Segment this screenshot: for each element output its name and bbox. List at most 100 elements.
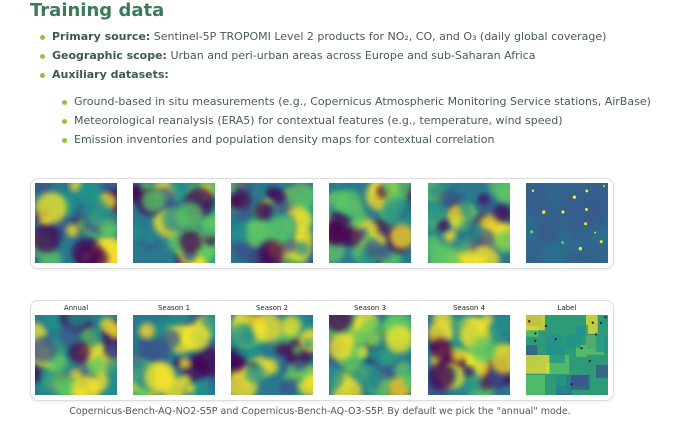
- blob: [179, 230, 203, 254]
- image: [329, 183, 411, 263]
- blob: [35, 336, 57, 364]
- blob: [556, 183, 585, 207]
- image: [231, 183, 313, 263]
- image: [526, 315, 608, 395]
- speck: [599, 321, 603, 325]
- blob: [270, 188, 286, 204]
- blob: [493, 203, 510, 223]
- blob: [428, 243, 451, 263]
- blob: [329, 224, 345, 244]
- blob: [199, 215, 215, 239]
- image: [35, 183, 117, 263]
- blob: [133, 224, 145, 240]
- blob: [564, 248, 581, 263]
- blob: [531, 193, 549, 211]
- blob: [239, 327, 258, 345]
- blob: [178, 374, 191, 387]
- patch: [546, 335, 562, 354]
- speck: [578, 246, 583, 251]
- bullet-dot: [40, 54, 45, 59]
- bullet-label: Geographic scope:: [52, 49, 167, 62]
- image: [133, 315, 215, 395]
- image: [35, 315, 117, 395]
- patch: [556, 375, 571, 394]
- bullet-dot: [62, 138, 67, 143]
- speck: [584, 222, 588, 226]
- speck: [594, 333, 598, 336]
- bullet-text: Sentinel-5P TROPOMI Level 2 products for…: [150, 30, 607, 43]
- image-label: Season 2: [255, 304, 289, 312]
- bullet-dot: [40, 73, 45, 78]
- speck: [561, 241, 565, 244]
- blob: [141, 229, 158, 245]
- blob: [357, 346, 368, 358]
- blob: [428, 320, 453, 346]
- blob: [458, 218, 483, 243]
- speck: [603, 185, 605, 188]
- blob: [287, 183, 313, 211]
- patch: [566, 375, 590, 390]
- blob: [430, 337, 452, 360]
- blob: [496, 184, 510, 206]
- image: [329, 315, 411, 395]
- speck: [528, 320, 531, 323]
- image-panel: [30, 300, 614, 401]
- speck: [533, 339, 537, 343]
- blob: [35, 223, 61, 253]
- blob: [389, 224, 411, 250]
- blob: [172, 315, 191, 325]
- speck: [534, 332, 537, 335]
- blob: [98, 218, 117, 237]
- patch: [596, 335, 608, 353]
- blob: [550, 198, 587, 235]
- caption: Copernicus-Bench-AQ-NO2-S5P and Copernic…: [69, 406, 571, 417]
- blob: [336, 189, 362, 216]
- speck: [554, 338, 557, 341]
- speck: [544, 324, 548, 328]
- speck: [561, 210, 565, 214]
- blob: [105, 340, 117, 359]
- bullet: Auxiliary datasets:: [52, 68, 169, 81]
- image-panel: [30, 178, 614, 269]
- blob: [358, 319, 385, 345]
- blob: [303, 339, 313, 350]
- blob: [329, 334, 354, 361]
- sub-bullet: Meteorological reanalysis (ERA5) for con…: [74, 114, 563, 127]
- image-label: Annual: [63, 304, 89, 312]
- bullet: Primary source: Sentinel-5P TROPOMI Leve…: [52, 30, 606, 43]
- patch: [566, 335, 581, 348]
- blob: [428, 362, 456, 391]
- blob: [67, 340, 91, 364]
- bullet: Geographic scope: Urban and peri-urban a…: [52, 49, 535, 62]
- patch: [526, 315, 545, 331]
- patch: [596, 365, 608, 378]
- patch: [526, 355, 550, 374]
- blob: [179, 357, 191, 370]
- blob: [243, 219, 273, 249]
- blob: [470, 336, 497, 363]
- blob: [133, 184, 143, 203]
- section-title: Training data: [30, 0, 165, 21]
- blob: [184, 383, 196, 395]
- blob: [231, 242, 248, 259]
- image-label: Season 4: [452, 304, 486, 312]
- blob: [428, 201, 444, 222]
- bullet-label: Auxiliary datasets:: [52, 68, 169, 81]
- blob: [252, 315, 283, 343]
- sub-bullet: Ground-based in situ measurements (e.g.,…: [74, 95, 651, 108]
- blob: [478, 194, 489, 205]
- blob: [526, 240, 544, 263]
- speck: [570, 382, 573, 386]
- image: [133, 183, 215, 263]
- blob: [489, 316, 510, 345]
- blob: [141, 189, 166, 213]
- patch: [526, 325, 539, 337]
- blob: [160, 328, 181, 350]
- bullet-text: Urban and peri-urban areas across Europe…: [166, 49, 536, 62]
- blob: [341, 226, 362, 248]
- speck: [529, 230, 534, 234]
- blob: [35, 183, 54, 195]
- bullet-label: Primary source:: [52, 30, 151, 43]
- speck: [594, 231, 597, 234]
- patch: [576, 345, 587, 357]
